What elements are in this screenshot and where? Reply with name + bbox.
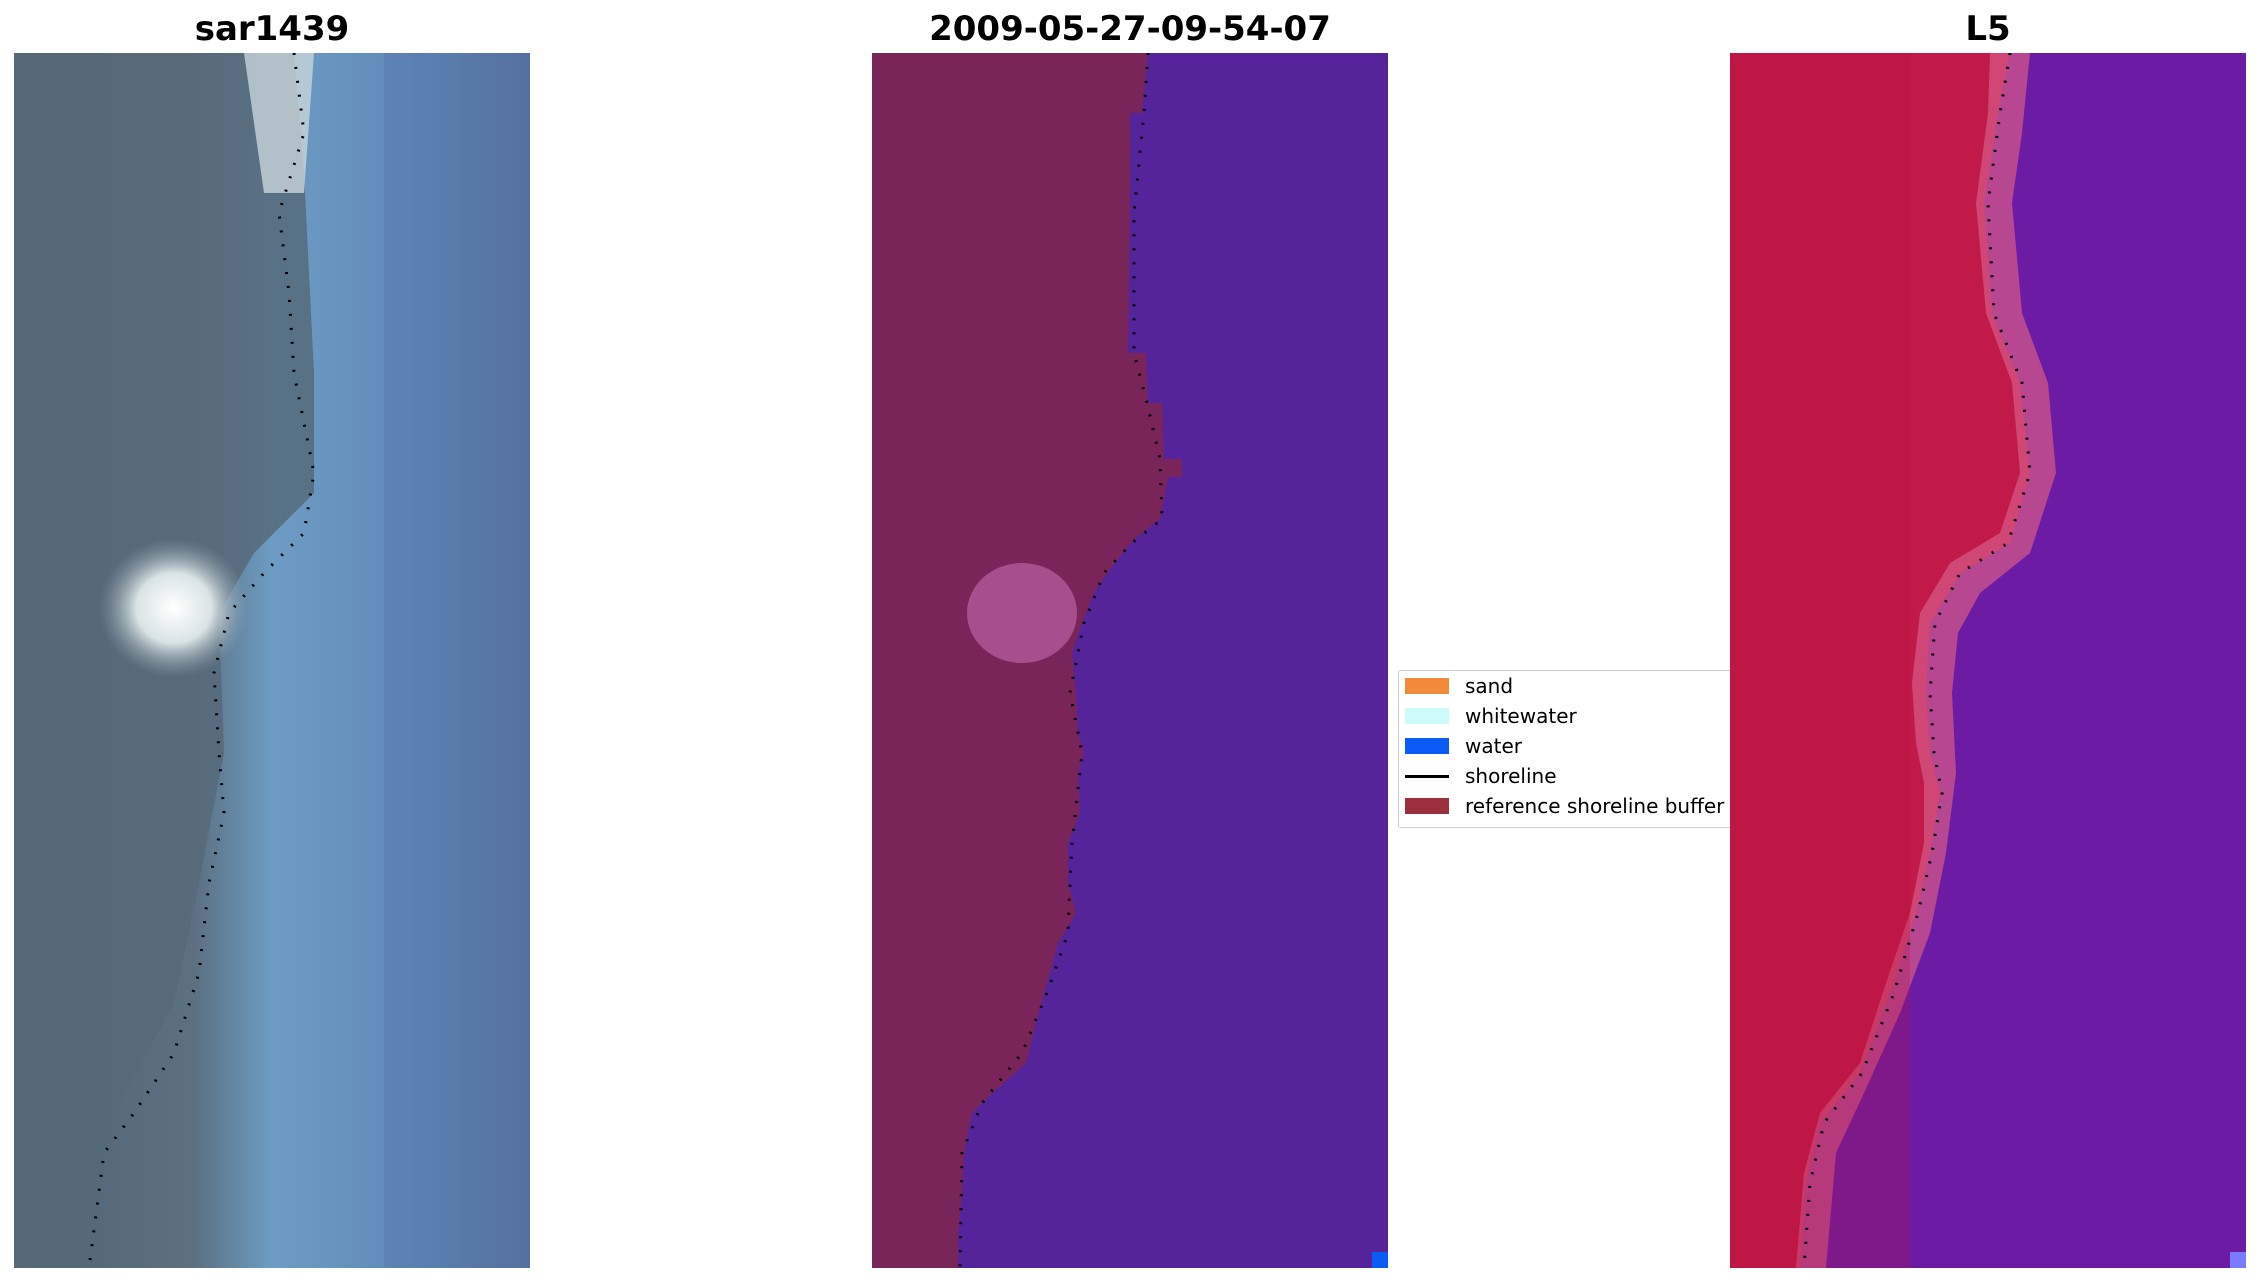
- legend: sand whitewater water shoreline referenc…: [1398, 660, 1730, 840]
- classification-panel: [872, 53, 1388, 1268]
- legend-label-shoreline: shoreline: [1465, 764, 1557, 788]
- rgb-image-panel: [14, 53, 530, 1268]
- legend-item-whitewater: whitewater: [1405, 701, 1577, 731]
- panel-title-rgb: sar1439: [194, 9, 350, 49]
- whitewater-swatch: [1405, 708, 1449, 724]
- classification-image: [872, 53, 1388, 1268]
- legend-label-sand: sand: [1465, 674, 1514, 698]
- sand-swatch: [1405, 678, 1449, 694]
- legend-item-water: water: [1405, 731, 1522, 761]
- legend-label-water: water: [1465, 734, 1522, 758]
- legend-item-shoreline: shoreline: [1405, 761, 1557, 791]
- water-swatch: [1405, 738, 1449, 754]
- legend-label-whitewater: whitewater: [1465, 704, 1577, 728]
- shoreline-dots: [958, 53, 1164, 1268]
- legend-box: sand whitewater water shoreline referenc…: [1398, 670, 1730, 828]
- index-image: [1730, 53, 2246, 1268]
- panel-title-classification: 2009-05-27-09-54-07: [929, 9, 1331, 49]
- rgb-image: [14, 53, 530, 1268]
- legend-label-buffer: reference shoreline buffer: [1465, 794, 1725, 818]
- panel-title-index: L5: [1965, 9, 2011, 49]
- legend-item-sand: sand: [1405, 671, 1513, 701]
- legend-item-buffer: reference shoreline buffer: [1405, 791, 1724, 821]
- shoreline-line-swatch: [1405, 774, 1449, 778]
- buffer-swatch: [1405, 798, 1449, 814]
- index-panel: [1730, 53, 2246, 1268]
